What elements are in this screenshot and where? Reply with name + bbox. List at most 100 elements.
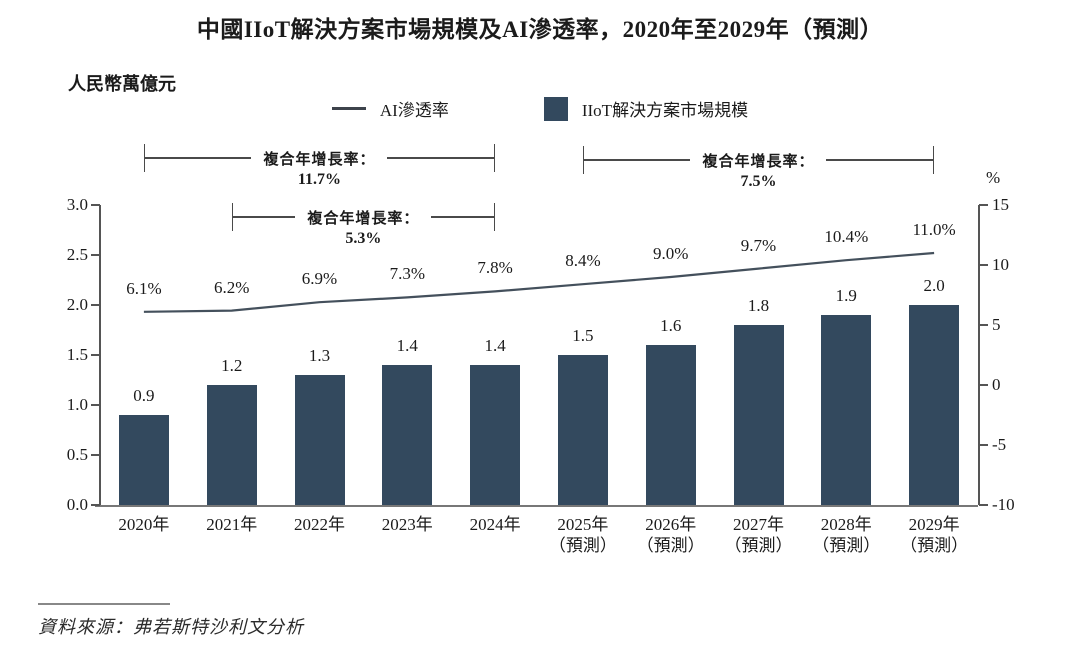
bar-value-label: 1.9 bbox=[835, 286, 857, 305]
bracket-tick-right bbox=[932, 146, 935, 174]
bar bbox=[909, 305, 960, 505]
right-axis-tick-label: 10 bbox=[992, 255, 1009, 274]
bracket-tick-left bbox=[231, 203, 234, 231]
x-axis-label: 2027年 （預測） bbox=[715, 514, 803, 556]
left-axis-tick bbox=[91, 404, 100, 406]
legend-item-ai-penetration: AI滲透率 bbox=[331, 96, 449, 121]
bar-value-label: 1.6 bbox=[660, 316, 682, 335]
legend-item-market-size: IIoT解決方案市場規模 bbox=[543, 96, 749, 121]
x-axis-year: 2028年 bbox=[820, 515, 872, 534]
left-axis-tick-label: 2.5 bbox=[66, 245, 88, 264]
x-axis-label: 2021年 bbox=[188, 514, 276, 535]
x-axis-label: 2025年 （預測） bbox=[539, 514, 627, 556]
x-axis-year: 2027年 bbox=[732, 515, 784, 534]
x-axis-label: 2023年 bbox=[363, 514, 451, 535]
x-axis-year: 2020年 bbox=[118, 515, 170, 534]
bar bbox=[118, 415, 169, 505]
left-axis-unit-label: 人民幣萬億元 bbox=[68, 74, 176, 94]
left-axis-tick-label: 0.5 bbox=[66, 445, 88, 464]
bar-series-marker-icon bbox=[543, 96, 568, 121]
x-axis-year: 2024年 bbox=[469, 515, 521, 534]
cagr-label-text: 複合年增長率： bbox=[690, 149, 827, 171]
left-axis-tick-label: 3.0 bbox=[66, 195, 88, 214]
bar-value-label: 1.8 bbox=[747, 296, 770, 315]
line-point-label: 7.3% bbox=[389, 264, 425, 284]
cagr-bracket: 複合年增長率： 11.7% bbox=[143, 144, 496, 188]
x-axis-forecast-note: （預測） bbox=[900, 536, 969, 555]
cagr-label: 複合年增長率： bbox=[583, 146, 934, 174]
source-divider bbox=[38, 603, 170, 605]
x-axis-year: 2023年 bbox=[381, 515, 433, 534]
left-axis-tick bbox=[91, 354, 100, 356]
x-axis-label: 2024年 bbox=[451, 514, 539, 535]
cagr-value: 11.7% bbox=[297, 171, 342, 188]
left-axis-tick-label: 0.0 bbox=[66, 495, 88, 514]
line-point-label: 9.0% bbox=[652, 244, 689, 263]
left-axis-tick bbox=[91, 304, 100, 306]
bar-value-label: 1.2 bbox=[221, 356, 243, 375]
bar-value-label: 1.5 bbox=[572, 326, 594, 345]
bar-value-label: 1.4 bbox=[484, 336, 506, 355]
line-point-label: 10.4% bbox=[824, 227, 869, 247]
x-axis-forecast-note: （預測） bbox=[812, 536, 881, 555]
line-point-label: 7.8% bbox=[477, 258, 513, 278]
cagr-label: 複合年增長率： bbox=[232, 203, 495, 231]
x-axis-forecast-note: （預測） bbox=[724, 536, 793, 555]
bracket-tick-right bbox=[493, 203, 496, 231]
line-series-marker-icon bbox=[331, 107, 366, 110]
x-axis-label: 2026年 （預測） bbox=[627, 514, 715, 556]
bracket-tick-left bbox=[143, 144, 146, 172]
right-axis-tick-label: -5 bbox=[992, 435, 1007, 454]
bar-value-label: 1.4 bbox=[396, 336, 418, 355]
bar bbox=[733, 325, 784, 505]
line-point-label: 11.0% bbox=[912, 220, 956, 239]
cagr-label-text: 複合年增長率： bbox=[251, 147, 388, 169]
cagr-value: 7.5% bbox=[740, 173, 777, 190]
cagr-label: 複合年增長率： bbox=[144, 144, 495, 172]
bracket-tick-right bbox=[493, 144, 496, 172]
right-axis-title: % bbox=[986, 168, 1001, 187]
left-axis-tick bbox=[91, 504, 100, 506]
bar bbox=[645, 345, 696, 505]
cagr-label-text: 複合年增長率： bbox=[295, 206, 432, 228]
legend: AI滲透率 IIoT解決方案市場規模 bbox=[0, 96, 1080, 121]
bar-value-label: 0.9 bbox=[133, 386, 155, 405]
source-text: 資料來源：弗若斯特沙利文分析 bbox=[38, 617, 304, 637]
bar bbox=[821, 315, 872, 505]
bar-value-label: 2.0 bbox=[923, 276, 945, 295]
line-point-label: 6.9% bbox=[301, 269, 338, 289]
bar bbox=[206, 385, 257, 505]
line-point-label: 6.1% bbox=[126, 278, 162, 298]
right-axis-tick bbox=[979, 324, 988, 326]
legend-label: IIoT解決方案市場規模 bbox=[581, 101, 749, 120]
chart-title: 中國IIoT解決方案市場規模及AI滲透率，2020年至2029年（預測） bbox=[196, 17, 884, 42]
bar bbox=[294, 375, 345, 505]
line-point-label: 8.4% bbox=[565, 251, 601, 271]
left-axis-tick bbox=[91, 254, 100, 256]
x-axis-year: 2025年 bbox=[557, 515, 609, 534]
right-axis-tick bbox=[979, 444, 988, 446]
right-axis-tick bbox=[979, 204, 988, 206]
x-axis-forecast-note: （預測） bbox=[636, 536, 705, 555]
left-axis-tick bbox=[91, 204, 100, 206]
x-axis-label: 2028年 （預測） bbox=[802, 514, 890, 556]
x-axis-year: 2029年 bbox=[908, 515, 960, 534]
x-axis-year: 2022年 bbox=[293, 515, 345, 534]
x-axis-label: 2020年 bbox=[100, 514, 188, 535]
bar bbox=[382, 365, 433, 505]
bar-value-label: 1.3 bbox=[308, 346, 331, 365]
bar bbox=[470, 365, 521, 505]
cagr-bracket: 複合年增長率： 5.3% bbox=[231, 203, 496, 247]
left-axis-tick-label: 1.5 bbox=[66, 345, 88, 364]
x-axis-forecast-note: （預測） bbox=[548, 536, 617, 555]
bracket-tick-left bbox=[582, 146, 585, 174]
line-point-label: 9.7% bbox=[740, 235, 777, 255]
cagr-bracket: 複合年增長率： 7.5% bbox=[582, 146, 935, 190]
right-axis-tick-label: -10 bbox=[992, 495, 1015, 514]
bar bbox=[557, 355, 608, 505]
x-axis-label: 2029年 （預測） bbox=[890, 514, 978, 556]
line-point-label: 6.2% bbox=[213, 277, 250, 297]
left-axis-tick bbox=[91, 454, 100, 456]
